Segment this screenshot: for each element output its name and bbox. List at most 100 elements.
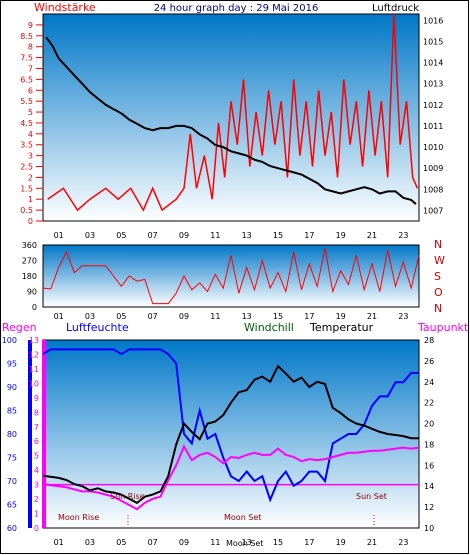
series-wind [47,13,419,212]
rain-tick-label: 4 [34,466,39,475]
wind-tick-label: 5 [28,108,33,117]
wind-direction-axis: 0 90 180 270 360 [22,241,37,312]
wind-tick-label: 1.5 [20,184,33,193]
x-tick-label: 11 [210,312,220,321]
wind-tick-label: 9 [28,21,33,30]
wind-tick-label: 4 [28,130,33,139]
x-tick-label: 05 [116,312,126,321]
moon-set-label: Moon Set [224,513,261,522]
wind-tick-label: 8 [28,43,33,52]
wind-tick-label: 3.5 [20,141,33,150]
x-tick-label: 13 [242,312,252,321]
wind-axis-title: Windstärke [34,1,96,14]
x-tick-label: 03 [85,538,95,547]
x-tick-label: 21 [367,231,377,240]
temperature-tick-label: 28 [424,336,434,345]
pressure-tick-label: 1011 [423,122,443,131]
x-tick-label: 23 [398,312,408,321]
rain-tick-label: 6 [34,437,39,446]
direction-tick-label: 0 [32,303,37,312]
wind-tick-label: 2.5 [20,163,33,172]
rain-tick-label: 13 [29,336,39,345]
humidity-tick-label: 60 [7,524,17,533]
wind-tick-label: 7.5 [20,54,33,63]
humidity-tick-label: 65 [7,501,17,510]
legend-humidity: Luftfeuchte [66,321,129,334]
compass-letter: N [434,238,442,251]
x-tick-label: 03 [85,231,95,240]
rain-tick-label: 9 [34,394,39,403]
legend-rain: Regen [2,321,37,334]
series-pressure [45,36,417,205]
pressure-tick-label: 1010 [423,143,443,152]
humidity-tick-label: 80 [7,430,17,439]
humidity-axis-bar [28,340,32,528]
rain-tick-label: 0 [34,524,39,533]
legend-windchill: Windchill [244,321,294,334]
rain-tick-label: 3 [34,481,39,490]
x-tick-label: 11 [210,231,220,240]
pressure-tick-label: 1008 [423,185,443,194]
x-tick-label: 17 [304,538,314,547]
pressure-axis: 1007 1008 1009 1010 1011 1012 1013 1014 1015 1016 [423,16,443,215]
x-tick-label: 07 [148,231,158,240]
wind-tick-label: 3 [28,152,33,161]
compass-letter: W [434,254,445,267]
series-wind-direction [42,248,420,305]
x-tick-label: 21 [367,538,377,547]
x-tick-label: 05 [116,231,126,240]
compass-letter: N [434,302,442,315]
x-tick-label: 07 [148,538,158,547]
humidity-tick-label: 90 [7,383,17,392]
x-tick-label: 23 [398,538,408,547]
wind-speed-axis: 0 0.5 1 1.5 22.5 3 3.5 4 4.5 5 5.5 6 6.5 77.5 8 8.5 9 [20,21,43,226]
rain-tick-label: 10 [29,379,39,388]
x-tick-label: 11 [210,538,220,547]
humidity-tick-label: 100 [2,336,17,345]
series-humidity [42,348,419,503]
x-tick-label: 19 [336,538,346,547]
moon-rise-label: Moon Rise [58,513,99,522]
x-tick-label: 15 [273,538,283,547]
rain-tick-label: 11 [29,365,39,374]
pressure-tick-label: 1012 [423,101,443,110]
direction-tick-label: 360 [22,241,37,250]
rain-tick-label: 1 [34,510,39,519]
x-tick-label: 19 [336,312,346,321]
series-dewpoint [42,444,420,511]
temperature-tick-label: 20 [424,420,434,429]
x-tick-label: 01 [54,231,64,240]
wind-tick-label: 1 [28,195,33,204]
wind-tick-label: 0.5 [20,206,33,215]
direction-tick-label: 180 [22,272,37,281]
wind-direction-plot-area [42,244,420,308]
rain-tick-label: 5 [34,452,39,461]
series-temperature [42,364,419,505]
sun-set-label: Sun Set [356,492,387,501]
compass-letter: O [434,286,443,299]
x-tick-label: 21 [367,312,377,321]
moon-set-axis-label: Moon Set [226,539,263,548]
x-tick-label: 09 [179,538,189,547]
temperature-tick-label: 12 [424,503,434,512]
wind-pressure-plot-area [42,13,420,222]
rain-tick-label: 7 [34,423,39,432]
humidity-tick-label: 70 [7,477,17,486]
wind-tick-label: 6 [28,86,33,95]
rain-tick-label: 8 [34,408,39,417]
compass-letter: S [434,270,441,283]
x-tick-label: 09 [179,231,189,240]
humidity-tick-label: 85 [7,407,17,416]
x-tick-label: 01 [54,538,64,547]
chart-title: 24 hour graph day : 29 Mai 2016 [154,3,319,14]
x-tick-label: 17 [304,312,314,321]
pressure-tick-label: 1007 [423,206,443,215]
middle-time-axis: 01 03 05 07 09 11 13 15 17 19 21 23 [54,312,409,321]
wind-tick-label: 7 [28,64,33,73]
x-tick-label: 03 [85,312,95,321]
temperature-tick-label: 24 [424,378,434,387]
pressure-tick-label: 1009 [423,164,443,173]
rain-tick-label: 2 [34,495,39,504]
